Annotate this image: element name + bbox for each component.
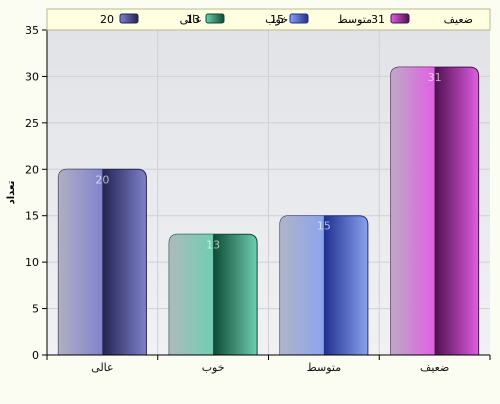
x-tick-label: خوب bbox=[202, 361, 225, 374]
y-tick-label: 20 bbox=[25, 163, 39, 176]
legend-item[interactable]: ضعیف 31 bbox=[371, 13, 473, 26]
legend-box bbox=[46, 8, 491, 31]
legend-item[interactable]: متوسط 15 bbox=[270, 13, 372, 26]
legend-label: عالی bbox=[180, 13, 202, 26]
legend-value: 15 bbox=[270, 13, 284, 26]
y-tick-label: 5 bbox=[32, 303, 39, 316]
axes: 0 5 10 15 20 25 30 35 تعداد bbox=[6, 12, 491, 362]
bar-highlight bbox=[390, 67, 435, 356]
bar-group: 20 عالی bbox=[57, 168, 147, 374]
bar-highlight bbox=[169, 234, 214, 355]
bar-group: 15 متوسط bbox=[279, 215, 369, 374]
legend-item[interactable]: خوب 13 bbox=[186, 13, 288, 26]
x-tick-label: ضعیف bbox=[420, 361, 449, 374]
legend-label: ضعیف bbox=[444, 13, 473, 26]
y-tick-label: 15 bbox=[25, 210, 39, 223]
legend-item[interactable]: عالی 20 bbox=[100, 13, 202, 26]
x-tick-label: متوسط bbox=[307, 361, 342, 374]
bar-highlight bbox=[58, 169, 103, 355]
legend-label: خوب bbox=[265, 13, 288, 26]
y-tick-label: 0 bbox=[32, 349, 39, 362]
legend-swatch bbox=[289, 13, 309, 24]
y-tick-label: 10 bbox=[25, 256, 39, 269]
y-tick-label: 30 bbox=[25, 70, 39, 83]
bar-highlight bbox=[279, 215, 324, 355]
data-label: 15 bbox=[317, 220, 331, 233]
legend-value: 20 bbox=[100, 13, 114, 26]
data-label: 20 bbox=[95, 173, 109, 186]
bars: 20 عالی 13 خوب 15 متوسط 31 ضعیف bbox=[57, 66, 480, 374]
y-tick-label: 25 bbox=[25, 117, 39, 130]
bar-group: 13 خوب bbox=[168, 233, 258, 374]
legend-value: 31 bbox=[371, 13, 385, 26]
legend-swatch bbox=[390, 13, 410, 24]
x-tick-label: عالی bbox=[91, 361, 113, 374]
legend-swatch bbox=[119, 13, 139, 24]
bar-group: 31 ضعیف bbox=[390, 66, 480, 374]
data-label: 13 bbox=[206, 238, 220, 251]
y-tick-label: 35 bbox=[25, 24, 39, 37]
legend-value: 13 bbox=[186, 13, 200, 26]
legend-label: متوسط bbox=[337, 13, 372, 26]
legend-swatch bbox=[205, 13, 225, 24]
data-label: 31 bbox=[428, 71, 442, 84]
y-axis-label: تعداد bbox=[6, 180, 17, 204]
